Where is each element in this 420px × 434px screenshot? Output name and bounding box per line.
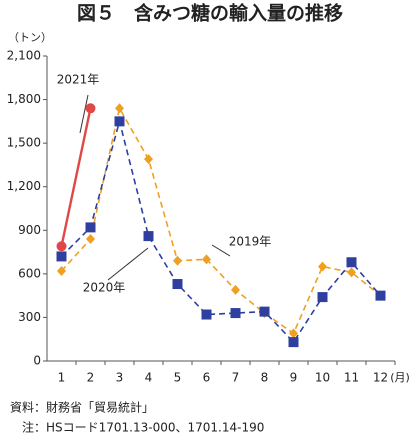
y-tick-label: 2,100 — [7, 49, 41, 63]
x-tick-label: 12 — [373, 371, 388, 385]
marker — [172, 279, 183, 290]
series-label: 2020年 — [83, 281, 126, 295]
marker — [375, 290, 386, 301]
marker — [143, 231, 154, 242]
series-line — [60, 118, 382, 344]
series-line — [60, 106, 382, 335]
marker — [317, 292, 328, 303]
x-tick-label: 10 — [315, 371, 330, 385]
y-tick-label: 1,800 — [7, 92, 41, 106]
marker — [57, 265, 66, 276]
leader-line — [79, 94, 89, 134]
marker — [346, 257, 357, 268]
marker — [289, 328, 298, 339]
marker — [347, 267, 356, 278]
chart-title: 図５ 含みつ糖の輸入量の推移 — [77, 2, 343, 25]
marker — [201, 309, 212, 320]
x-tick-label: 6 — [203, 371, 211, 385]
x-tick-label: 1 — [58, 371, 66, 385]
x-tick-label: 2 — [87, 371, 95, 385]
marker — [230, 308, 241, 319]
y-tick-label: 0 — [33, 354, 41, 368]
marker — [56, 251, 67, 262]
note: 注：HSコード1701.13-000、1701.14-190 — [10, 420, 264, 434]
marker — [86, 234, 95, 244]
x-tick-label: 9 — [290, 371, 298, 385]
series-line — [60, 108, 92, 247]
note: 資料：財務省「貿易統計」 — [10, 400, 154, 415]
x-tick-label: 7 — [232, 371, 240, 385]
marker — [173, 255, 182, 266]
x-tick-label: 8 — [261, 371, 269, 385]
series-label: 2021年 — [57, 73, 100, 87]
x-tick-label: 11 — [344, 371, 359, 385]
x-tick-label: 4 — [145, 371, 153, 385]
marker — [259, 306, 270, 317]
series-label: 2019年 — [229, 235, 272, 249]
marker — [288, 337, 299, 348]
y-tick-label: 600 — [18, 266, 41, 280]
marker — [318, 261, 327, 272]
marker — [231, 284, 240, 295]
leader-line — [211, 244, 231, 257]
y-unit: （トン） — [8, 31, 52, 44]
x-tick-label: 3 — [116, 371, 124, 385]
y-tick-label: 1,500 — [7, 136, 41, 150]
y-tick-label: 1,200 — [7, 179, 41, 193]
marker — [85, 222, 96, 233]
x-unit: (月) — [390, 371, 410, 384]
marker — [202, 254, 211, 265]
marker — [56, 241, 67, 252]
marker — [85, 103, 96, 114]
marker — [144, 154, 153, 165]
leader-line — [107, 247, 149, 281]
marker — [115, 103, 124, 114]
y-tick-label: 900 — [18, 223, 41, 237]
y-tick-label: 300 — [18, 310, 41, 324]
marker — [114, 116, 125, 127]
x-tick-label: 5 — [174, 371, 182, 385]
